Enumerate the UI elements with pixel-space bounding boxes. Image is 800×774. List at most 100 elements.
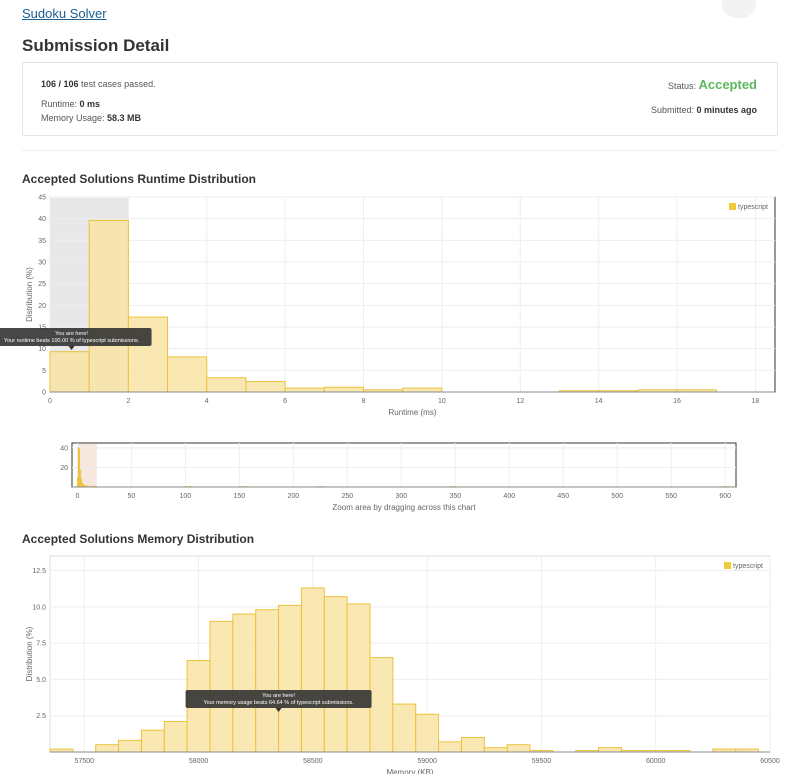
- x-tick-label: 12: [516, 398, 524, 405]
- zoom-selection: [77, 444, 97, 487]
- x-tick-label: 0: [48, 398, 52, 405]
- x-tick-label: 14: [595, 398, 603, 405]
- test-cases-passed: 106 / 106 test cases passed.: [41, 79, 156, 89]
- histogram-bar: [346, 603, 371, 753]
- x-tick-label: 60500: [760, 758, 780, 765]
- histogram-bar: [209, 620, 234, 753]
- y-tick-label: 40: [38, 216, 46, 223]
- y-tick-label: 0: [42, 390, 46, 397]
- status-row: Status: Accepted: [668, 77, 757, 92]
- x-tick-label: 400: [503, 493, 515, 500]
- memory-section-title: Accepted Solutions Memory Distribution: [22, 532, 255, 546]
- plot-area: [71, 442, 737, 488]
- x-tick-label: 8: [362, 398, 366, 405]
- histogram-bar: [369, 657, 394, 753]
- y-tick-label: 7.5: [36, 641, 46, 648]
- problem-link[interactable]: Sudoku Solver: [22, 6, 107, 21]
- y-tick-label: 40: [60, 445, 68, 452]
- y-tick-label: 5.0: [36, 677, 46, 684]
- x-tick-label: 50: [127, 493, 135, 500]
- status-accepted[interactable]: Accepted: [698, 77, 757, 92]
- histogram-bar: [323, 596, 348, 753]
- passed-suffix: test cases passed.: [78, 79, 156, 89]
- memory-tooltip-text: Your memory usage beats 64.64 % of types…: [203, 700, 354, 706]
- x-tick-label: 4: [205, 398, 209, 405]
- histogram-bar: [300, 587, 325, 753]
- runtime-tooltip-text: Your runtime beats 100.00 % of typescrip…: [4, 338, 140, 344]
- status-label: Status:: [667, 81, 699, 91]
- x-tick-label: 200: [287, 493, 299, 500]
- histogram-bar: [598, 747, 622, 753]
- histogram-bar: [140, 729, 165, 753]
- memory-tooltip-title: You are here!: [262, 693, 295, 699]
- memory-label: Memory Usage:: [41, 113, 108, 123]
- histogram-bar: [392, 703, 417, 753]
- x-tick-label: 58000: [189, 758, 209, 765]
- x-tick-label: 450: [557, 493, 569, 500]
- histogram-bar: [255, 609, 280, 753]
- runtime-section-title: Accepted Solutions Runtime Distribution: [22, 172, 257, 186]
- legend-swatch: [729, 203, 736, 210]
- x-tick-label: 10: [438, 398, 446, 405]
- x-tick-label: 500: [611, 493, 623, 500]
- y-tick-label: 2.5: [36, 713, 46, 720]
- submitted-label: Submitted:: [650, 105, 697, 115]
- histogram-bar: [88, 219, 129, 393]
- x-axis-title: Memory (KB): [386, 768, 433, 774]
- y-axis-title: Distribution (%): [25, 626, 34, 681]
- y-tick-label: 12.5: [32, 568, 46, 575]
- legend-label: typescript: [738, 204, 768, 211]
- runtime-value: 0 ms: [79, 99, 101, 109]
- y-tick-label: 30: [38, 260, 46, 267]
- legend-swatch: [724, 562, 731, 569]
- y-tick-label: 5: [42, 368, 46, 375]
- x-tick-label: 57500: [75, 758, 95, 765]
- x-tick-label: 18: [752, 398, 760, 405]
- x-tick-label: 100: [180, 493, 192, 500]
- x-tick-label: 600: [719, 493, 731, 500]
- y-tick-label: 10.0: [32, 604, 46, 611]
- x-tick-label: 150: [234, 493, 246, 500]
- histogram-bar: [415, 713, 440, 753]
- runtime-tooltip-title: You are here!: [55, 331, 88, 337]
- x-tick-label: 59000: [417, 758, 437, 765]
- y-tick-label: 25: [38, 281, 46, 288]
- runtime-tooltip-arrow: [68, 346, 75, 350]
- x-tick-label: 59500: [532, 758, 552, 765]
- runtime-tooltip-box: [0, 328, 152, 346]
- memory-row: Memory Usage: 58.3 MB: [41, 113, 141, 123]
- legend-label: typescript: [733, 563, 763, 570]
- x-tick-label: 0: [75, 493, 79, 500]
- memory-tooltip-box: [185, 690, 372, 708]
- runtime-row: Runtime: 0 ms: [41, 99, 100, 109]
- x-tick-label: 6: [283, 398, 287, 405]
- histogram-bar: [278, 604, 302, 753]
- x-tick-label: 2: [126, 398, 130, 405]
- x-tick-label: 250: [341, 493, 353, 500]
- submitted-row: Submitted: 0 minutes ago: [651, 105, 757, 115]
- histogram-bar: [460, 736, 485, 753]
- runtime-label: Runtime:: [41, 99, 80, 109]
- x-axis-title: Runtime (ms): [388, 408, 436, 417]
- divider: [22, 150, 778, 151]
- histogram-bar: [163, 721, 188, 753]
- memory-value: 58.3 MB: [107, 113, 142, 123]
- x-axis-title: Zoom area by dragging across this chart: [332, 503, 476, 512]
- y-tick-label: 45: [38, 195, 46, 202]
- passed-count: 106 / 106: [41, 79, 79, 89]
- x-tick-label: 58500: [303, 758, 323, 765]
- x-tick-label: 550: [665, 493, 677, 500]
- submitted-value: 0 minutes ago: [696, 105, 757, 115]
- histogram-bar: [95, 744, 120, 753]
- corner-decoration: [722, 0, 756, 18]
- y-tick-label: 10: [38, 346, 46, 353]
- x-tick-label: 60000: [646, 758, 666, 765]
- x-tick-label: 16: [673, 398, 681, 405]
- page-title: Submission Detail: [22, 36, 170, 55]
- histogram-bar: [506, 744, 531, 753]
- histogram-bar: [232, 613, 257, 753]
- y-axis-title: Distribution (%): [25, 267, 34, 322]
